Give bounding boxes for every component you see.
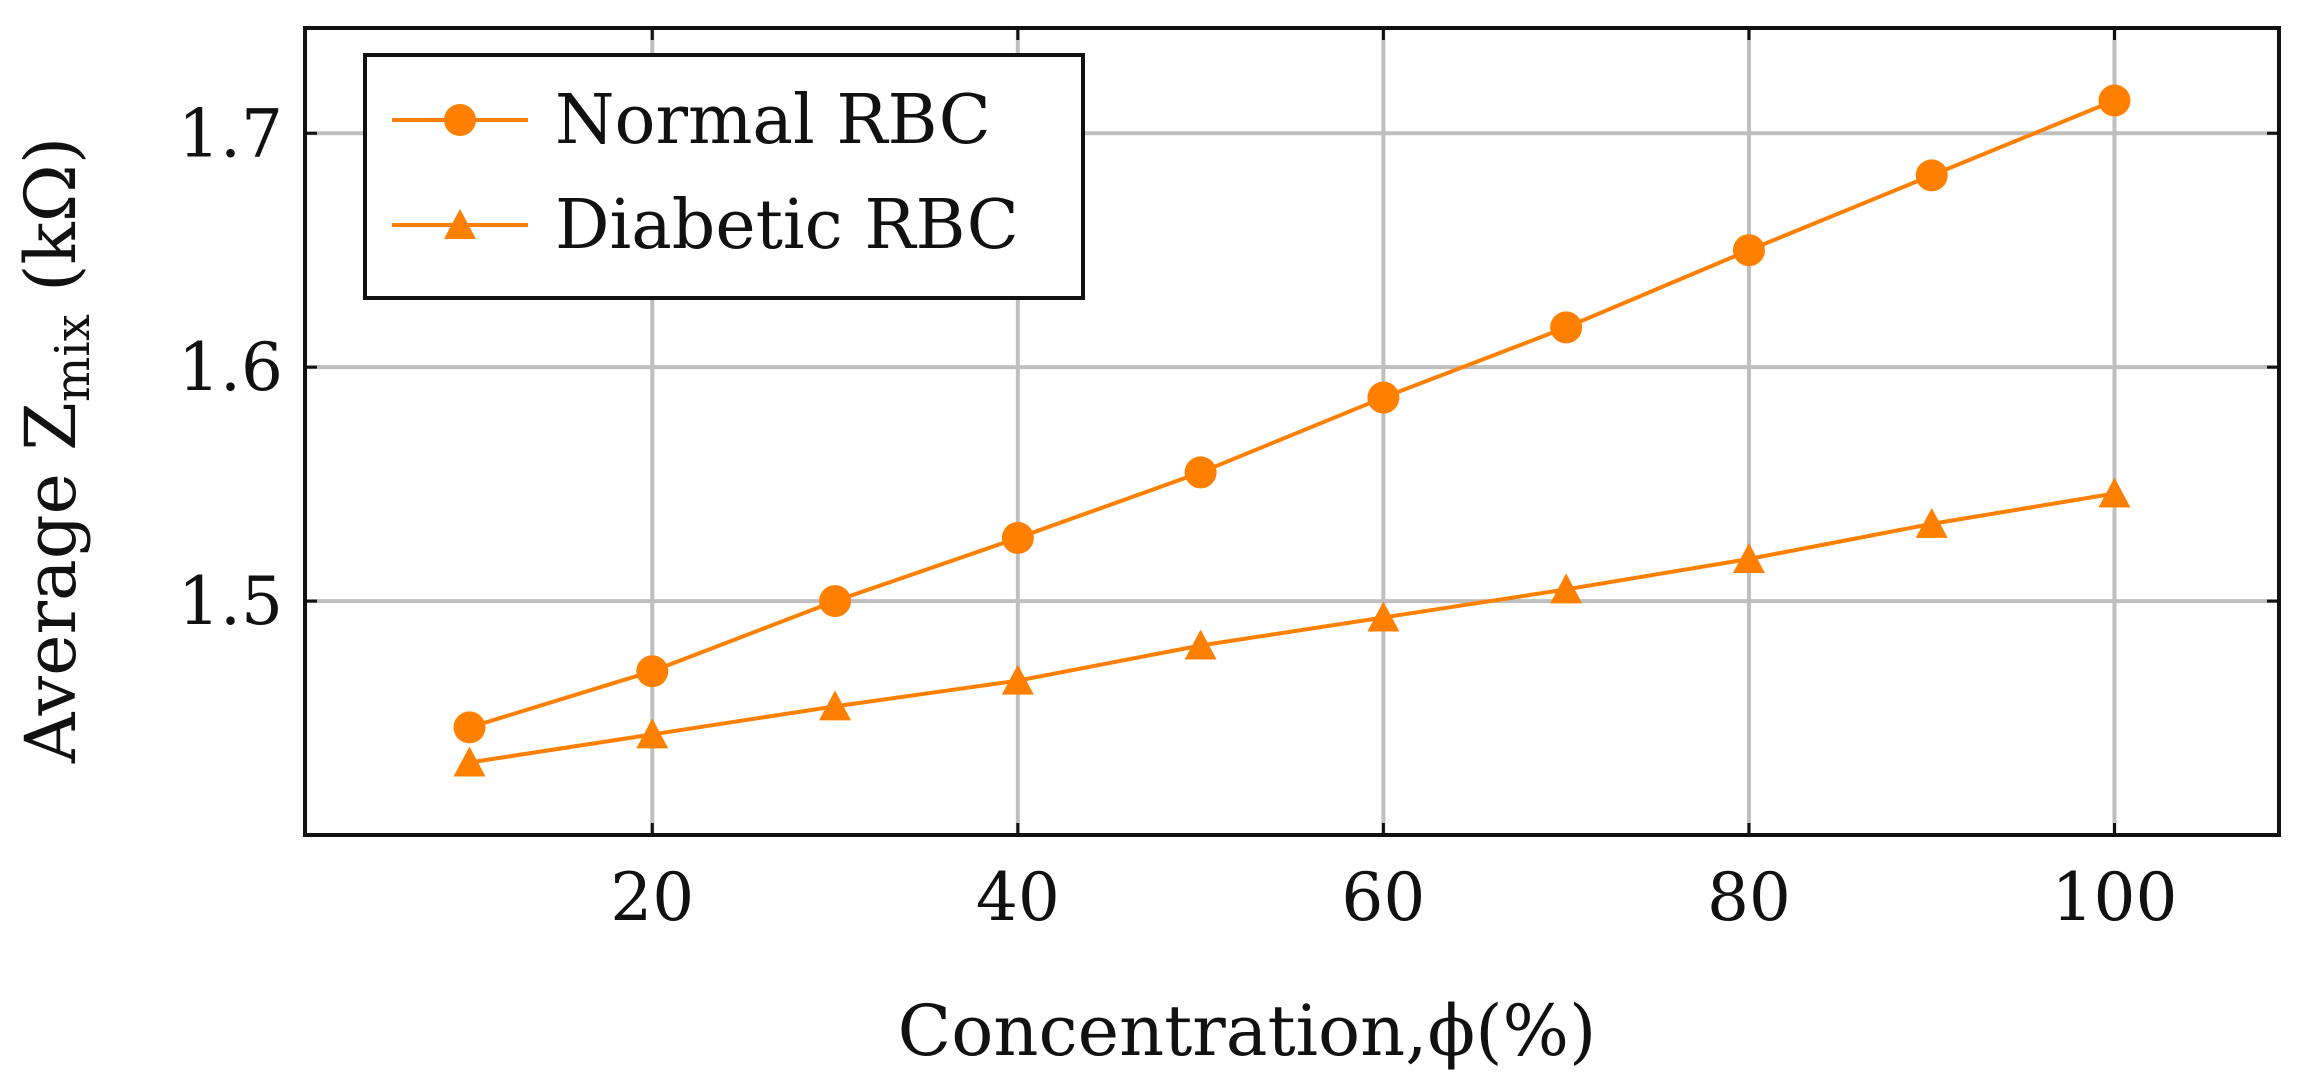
legend: Normal RBC Diabetic RBC: [363, 53, 1085, 300]
x-axis-title: Concentration,ϕ(%): [898, 990, 1597, 1072]
point-normal: [2098, 84, 2131, 117]
x-tick-label: 40: [976, 859, 1060, 936]
y-axis-title-main: Average Z: [10, 402, 92, 764]
series: [453, 84, 2131, 777]
point-diabetic: [1550, 573, 1583, 604]
point-normal: [1184, 456, 1217, 489]
plot-frame: [303, 26, 2281, 837]
point-diabetic: [453, 746, 486, 777]
series-line-normal: [468, 98, 2116, 730]
legend-label-normal: Normal RBC: [555, 81, 991, 160]
y-tick-label: 1.7: [178, 95, 283, 172]
y-axis-title-sub: mix: [45, 314, 101, 402]
y-tick-label: 1.5: [178, 563, 283, 640]
point-diabetic: [636, 718, 669, 749]
point-normal: [1915, 159, 1948, 192]
x-tick-label: 80: [1707, 859, 1791, 936]
point-diabetic: [1732, 542, 1765, 573]
legend-box: [363, 53, 1085, 300]
point-diabetic: [1915, 507, 1948, 538]
legend-label-diabetic: Diabetic RBC: [555, 186, 1019, 265]
point-diabetic: [1001, 664, 1034, 695]
point-diabetic: [1184, 629, 1217, 660]
legend-marker-diabetic-triangle: [444, 209, 476, 239]
y-axis-title: Average Zmix (kΩ): [10, 137, 101, 764]
point-normal: [636, 655, 669, 688]
point-normal: [1550, 311, 1583, 344]
x-tick-label: 60: [1341, 859, 1425, 936]
y-axis-title-unit: (kΩ): [10, 137, 92, 314]
legend-entry-diabetic: Diabetic RBC: [392, 186, 1019, 265]
point-normal: [819, 585, 852, 618]
point-normal: [1001, 521, 1034, 554]
point-diabetic: [819, 690, 852, 721]
point-normal: [453, 711, 486, 744]
point-diabetic: [2098, 477, 2131, 508]
series-line-diabetic: [469, 491, 2115, 765]
ticks: 20 40 60 80 100 1.5 1.6 1.7: [178, 28, 2279, 936]
x-tick-label: 100: [2052, 859, 2178, 936]
x-tick-label: 20: [610, 859, 694, 936]
legend-entry-normal: Normal RBC: [392, 81, 991, 160]
point-normal: [1732, 234, 1765, 267]
point-diabetic: [1367, 601, 1400, 632]
legend-marker-normal-circle: [444, 104, 476, 136]
y-tick-label: 1.6: [178, 329, 283, 406]
point-normal: [1367, 381, 1400, 414]
